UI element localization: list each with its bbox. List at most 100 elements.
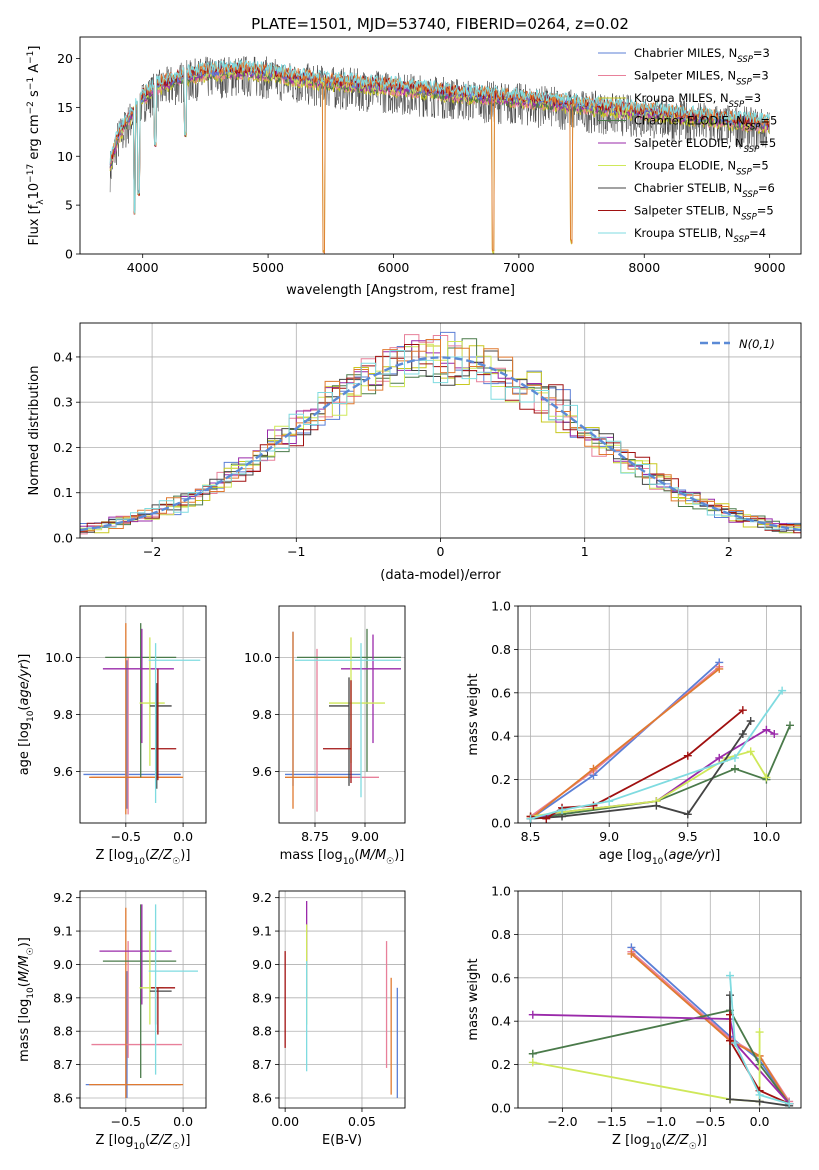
weight-line-spectrum_extra <box>630 953 790 1105</box>
label-part: erg cm <box>27 114 42 163</box>
x-axis-label: E(B-V) <box>322 1133 362 1148</box>
legend-label-main: Salpeter STELIB, N <box>634 204 741 218</box>
axes-frame <box>278 890 406 1109</box>
legend-label: Kroupa ELODIE, NSSP=5 <box>634 159 769 178</box>
weight-line-chabrier_elodie <box>530 725 791 820</box>
weight-line-salpeter_elodie <box>532 1013 790 1105</box>
x-tick-label: −2.0 <box>547 1114 577 1129</box>
weight-marker-chabrier_elodie <box>528 1049 537 1058</box>
weight-marker-spectrum_extra <box>715 664 724 673</box>
label-part: 10 <box>133 1142 145 1152</box>
label-part: )] <box>17 937 32 947</box>
weight-marker-salpeter_stelib <box>683 751 692 760</box>
legend-label: Kroupa STELIB, NSSP=4 <box>634 226 766 245</box>
axes-frame <box>79 36 802 255</box>
x-tick-label: 0 <box>437 544 445 559</box>
legend-label-main: Chabrier STELIB, N <box>634 181 742 195</box>
label-part: A <box>27 64 42 77</box>
y-tick-label: 8.6 <box>53 1090 73 1105</box>
y-tick-label: 8.8 <box>53 1024 73 1039</box>
label-part: )] <box>394 848 404 863</box>
label-part: ( <box>145 848 150 863</box>
legend-label-suffix: =3 <box>744 91 761 105</box>
legend-label-main: Kroupa ELODIE, N <box>634 159 736 173</box>
y-tick-label: 0.0 <box>53 531 73 546</box>
legend-label-suffix: =3 <box>752 69 769 83</box>
x-axis-label: Z [log10(Z/Z☉)] <box>96 1133 191 1152</box>
y-tick-label: 9.6 <box>252 764 272 779</box>
y-tick-label: 0.3 <box>53 395 73 410</box>
label-part: ( <box>354 848 359 863</box>
x-tick-label: 7000 <box>503 260 535 275</box>
weight-marker-chabrier_stelib <box>726 1095 735 1104</box>
label-part: E(B-V) <box>322 1133 362 1148</box>
x-tick-label: 8.5 <box>521 829 541 844</box>
weight-line-chabrier_stelib <box>530 720 752 820</box>
x-tick-label: −1.0 <box>646 1114 676 1129</box>
plot-area <box>80 323 801 538</box>
legend-label-suffix: =5 <box>760 114 777 128</box>
weight-marker-kroupa_stelib <box>730 1038 739 1047</box>
panel-z_vs_age: −0.5 0.09.69.810.0Z [log10(Z/Z☉)]age [log… <box>17 605 207 867</box>
x-tick-label: 10.0 <box>752 829 780 844</box>
y-tick-label: 0.6 <box>491 685 511 700</box>
y-tick-label: 0.2 <box>53 440 73 455</box>
weight-line-kroupa_stelib <box>729 975 790 1105</box>
x-tick-label: −1 <box>287 544 305 559</box>
legend-label-sub: SSP <box>729 100 745 110</box>
x-axis-label: mass [log10(M/M☉)] <box>280 848 405 867</box>
panel-ebv_vs_mass: 0.00 0.05 8.6 8.7 8.8 8.9 9.0 9.1 9.2 E(B-V) <box>252 890 406 1148</box>
x-axis-label: age [log10(age/yr)] <box>599 848 721 867</box>
legend-label: Salpeter STELIB, NSSP=5 <box>634 204 774 223</box>
x-tick-label: 0.0 <box>750 1114 770 1129</box>
label-part: Z/Z <box>149 1133 173 1148</box>
label-part: Z/Z <box>666 1133 690 1148</box>
panel-spectrum: 4000 5000 6000 7000 8000 9000 0 5 10 15 20 waveleng… <box>26 36 802 298</box>
y-tick-label: 8.7 <box>53 1057 73 1072</box>
label-part: −2 <box>26 101 36 114</box>
label-part: ☉ <box>26 947 36 955</box>
label-part: −1 <box>26 77 36 90</box>
x-tick-label: 5000 <box>252 260 284 275</box>
label-part: Z [log <box>612 1133 650 1148</box>
label-part: age/yr <box>17 662 32 705</box>
label-part: )] <box>180 848 190 863</box>
weight-marker-salpeter_stelib <box>542 814 551 823</box>
y-tick-label: 0.8 <box>491 642 511 657</box>
x-tick-label: −1.5 <box>596 1114 626 1129</box>
x-tick-label: −0.5 <box>111 1114 141 1129</box>
label-part: age [log <box>599 848 652 863</box>
y-tick-label: 0.0 <box>491 816 511 831</box>
x-tick-label: 0.0 <box>173 1114 193 1129</box>
legend-label-main: Salpeter ELODIE, N <box>634 136 744 150</box>
y-tick-label: 0.4 <box>491 729 511 744</box>
x-tick-label: 6000 <box>378 260 410 275</box>
x-tick-label: 9000 <box>754 260 786 275</box>
label-part: age [log <box>17 722 32 775</box>
plot-area <box>80 891 206 1108</box>
label-part: s <box>27 90 42 101</box>
label-part: )] <box>17 654 32 664</box>
weight-marker-kroupa_elodie <box>528 1058 537 1067</box>
normal-curve <box>80 356 801 532</box>
legend-label-sub: SSP <box>744 145 760 155</box>
y-tick-label: 0 <box>65 247 73 262</box>
weight-line-chabrier_elodie <box>532 1009 790 1105</box>
x-tick-label: 4000 <box>127 260 159 275</box>
y-tick-label: 9.2 <box>252 890 272 905</box>
panel-z_vs_weight: −2.0 −1.5 −1.0 −0.5 0.0 0.0 0.2 0.4 0.6 0.8 1.0 Z [… <box>466 884 802 1152</box>
y-tick-label: 8.9 <box>252 990 272 1005</box>
legend-label-suffix: =5 <box>757 204 774 218</box>
weight-marker-kroupa_stelib <box>526 814 535 823</box>
y-tick-label: 0.6 <box>491 970 511 985</box>
y-tick-label: 0.8 <box>491 927 511 942</box>
y-axis-label: age [log10(age/yr)] <box>17 654 36 776</box>
x-tick-label: 1 <box>581 544 589 559</box>
plot-area <box>518 606 801 823</box>
y-tick-label: 1.0 <box>491 884 511 899</box>
x-tick-label: 2 <box>725 544 733 559</box>
plot-area <box>279 891 405 1108</box>
x-tick-label: −0.5 <box>111 829 141 844</box>
y-tick-label: 9.6 <box>53 764 73 779</box>
label-part: ☉ <box>172 857 180 867</box>
